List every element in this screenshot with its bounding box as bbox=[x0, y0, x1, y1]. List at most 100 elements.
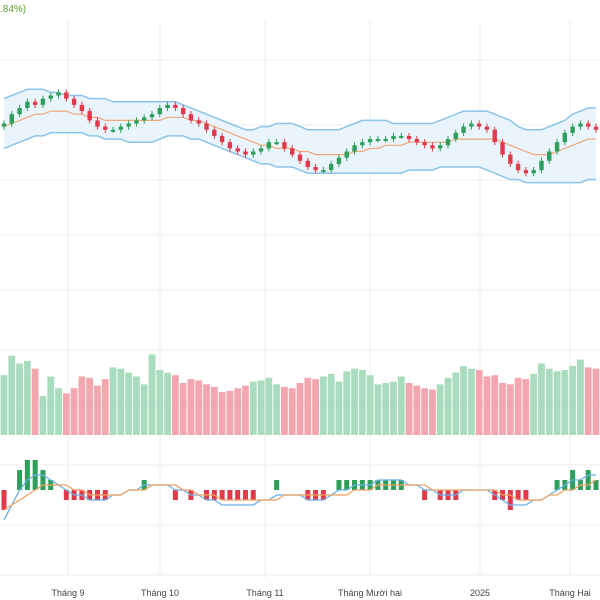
volume-bar bbox=[39, 396, 47, 435]
volume-bar bbox=[78, 376, 86, 435]
candle bbox=[570, 126, 575, 133]
candle bbox=[562, 132, 568, 143]
volume-bar bbox=[436, 384, 444, 435]
macd-histogram-bar bbox=[219, 490, 225, 500]
x-axis-tick-label: Tháng Hai bbox=[549, 588, 591, 598]
candle bbox=[180, 107, 186, 115]
volume-bar bbox=[171, 375, 179, 435]
candle bbox=[149, 114, 155, 118]
candle bbox=[476, 123, 482, 127]
volume-bar bbox=[569, 366, 577, 435]
macd-histogram-bar bbox=[242, 490, 248, 500]
candle bbox=[344, 151, 349, 158]
volume-bar bbox=[561, 370, 569, 435]
volume-bar bbox=[125, 372, 133, 435]
volume-bar bbox=[94, 385, 101, 435]
candle bbox=[297, 154, 303, 161]
candle bbox=[17, 107, 22, 115]
candle bbox=[251, 151, 256, 155]
volume-bar bbox=[506, 384, 514, 435]
macd-histogram-bar bbox=[507, 490, 513, 510]
candle bbox=[118, 126, 124, 130]
macd-histogram-bar bbox=[17, 470, 23, 490]
macd-histogram-bar bbox=[523, 490, 529, 500]
volume-bar bbox=[16, 363, 23, 435]
candle bbox=[367, 139, 373, 143]
bollinger-upper-line bbox=[3, 88, 596, 131]
volume-bar bbox=[514, 377, 522, 435]
candle bbox=[586, 123, 591, 127]
candle bbox=[219, 135, 225, 143]
candle bbox=[531, 170, 536, 174]
candle bbox=[313, 167, 318, 171]
candle bbox=[56, 92, 61, 96]
candle bbox=[554, 142, 560, 152]
candle bbox=[87, 111, 92, 121]
volume-bar bbox=[31, 368, 39, 435]
candle bbox=[508, 154, 513, 164]
candle bbox=[328, 163, 334, 171]
candle bbox=[71, 98, 77, 105]
candle bbox=[266, 142, 272, 149]
candle bbox=[445, 139, 451, 146]
macd-histogram-bar bbox=[422, 490, 428, 500]
candle bbox=[227, 142, 233, 149]
candle bbox=[461, 126, 466, 133]
macd-histogram-bar bbox=[274, 480, 280, 490]
volume-bar bbox=[491, 375, 499, 435]
candle bbox=[282, 142, 287, 149]
candle bbox=[492, 129, 497, 143]
volume-bar bbox=[522, 379, 530, 435]
volume-bar bbox=[319, 376, 327, 435]
candle bbox=[79, 104, 85, 112]
x-axis-tick-label: Tháng 11 bbox=[246, 588, 283, 598]
volume-bar bbox=[374, 384, 382, 435]
volume-bar bbox=[413, 385, 421, 435]
candle bbox=[484, 126, 490, 130]
candle bbox=[134, 120, 139, 124]
volume-bar bbox=[421, 388, 429, 435]
candle bbox=[399, 135, 404, 138]
candle bbox=[95, 120, 100, 127]
candle bbox=[1, 123, 7, 127]
candle bbox=[173, 104, 178, 108]
volume-bar bbox=[460, 366, 467, 435]
x-axis-tick-label: Tháng 10 bbox=[141, 588, 179, 598]
macd-histogram-bar bbox=[554, 480, 560, 490]
candle bbox=[188, 114, 194, 121]
candle bbox=[352, 145, 357, 152]
volume-bar bbox=[382, 383, 390, 435]
price-change-label: .84%) bbox=[0, 4, 27, 15]
volume-bar bbox=[218, 392, 226, 435]
volume-bar bbox=[86, 377, 94, 435]
candle bbox=[515, 163, 521, 171]
candle bbox=[290, 148, 295, 155]
volume-bar bbox=[179, 383, 187, 435]
macd-histogram-bar bbox=[344, 480, 350, 490]
candle bbox=[523, 170, 529, 174]
candle bbox=[165, 104, 170, 108]
volume-bar bbox=[187, 379, 195, 435]
candle bbox=[375, 139, 381, 142]
volume-bar bbox=[62, 393, 70, 435]
macd-histogram-bar bbox=[227, 490, 233, 500]
volume-bar bbox=[249, 381, 257, 435]
macd-histogram-bar bbox=[336, 480, 342, 490]
volume-bar bbox=[397, 376, 405, 435]
volume-bar bbox=[8, 355, 16, 435]
macd-histogram-bar bbox=[1, 490, 7, 510]
candle bbox=[430, 145, 435, 149]
candle bbox=[103, 126, 108, 130]
volume-bar bbox=[265, 377, 273, 435]
volume-bar bbox=[530, 373, 538, 435]
volume-bar bbox=[390, 381, 397, 435]
candle bbox=[9, 114, 14, 124]
volume-bar bbox=[366, 375, 374, 435]
volume-bar bbox=[577, 359, 584, 435]
macd-histogram-bar bbox=[235, 490, 241, 500]
volume-bar bbox=[483, 376, 491, 435]
candle bbox=[469, 123, 474, 127]
volume-bar bbox=[140, 384, 148, 435]
volume-bar bbox=[281, 386, 288, 435]
